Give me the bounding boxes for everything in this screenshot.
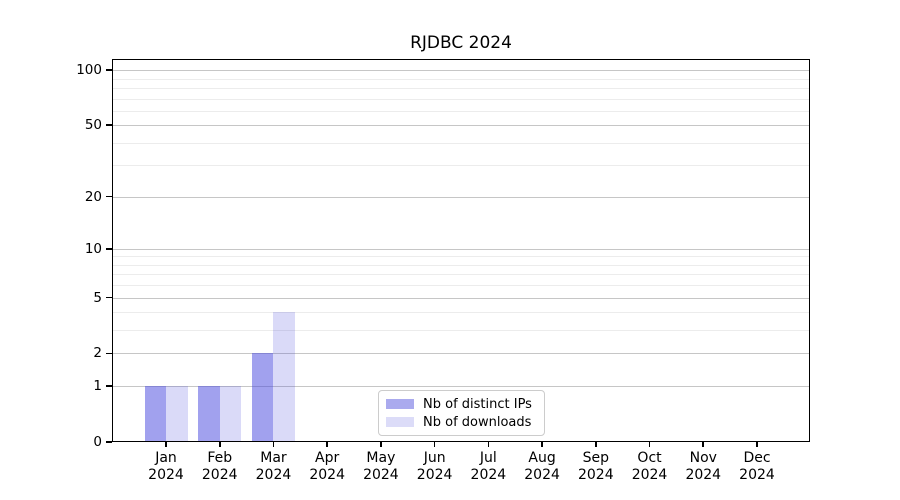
xtick-month-dec: Dec (743, 450, 771, 466)
bar-ips-feb (198, 386, 220, 442)
legend-item-distinct-ips: Nb of distinct IPs (386, 397, 537, 412)
ytick-label-2: 2 (93, 345, 102, 362)
gridline-major-100 (112, 70, 810, 72)
xtick-mark-jul (487, 442, 490, 447)
legend-item-downloads: Nb of downloads (386, 415, 537, 430)
xtick-label-nov: Nov 2024 (676, 450, 730, 484)
ytick-label-100: 100 (76, 62, 102, 79)
bar-ips-jan (144, 386, 166, 442)
xtick-month-nov: Nov (689, 450, 717, 466)
xtick-year-jan: 2024 (148, 467, 184, 483)
ytick-mark-0 (106, 441, 112, 443)
xtick-mark-aug (541, 442, 543, 447)
xtick-mark-dec (756, 442, 758, 447)
xtick-mark-may (380, 442, 382, 447)
xtick-year-oct: 2024 (631, 467, 668, 483)
ytick-mark-20 (106, 195, 112, 198)
gridline-minor-60 (112, 110, 810, 112)
xtick-month-oct: Oct (637, 450, 662, 466)
xtick-label-jul: Jul 2024 (461, 450, 515, 484)
xtick-mark-mar (272, 442, 275, 447)
xtick-year-may: 2024 (363, 467, 399, 483)
ytick-label-20: 20 (84, 188, 102, 205)
xtick-month-jan: Jan (155, 450, 177, 466)
xtick-year-jun: 2024 (416, 467, 453, 483)
xtick-year-aug: 2024 (524, 467, 560, 483)
xtick-month-jul: Jul (479, 450, 497, 466)
gridline-minor-30 (112, 165, 810, 167)
xtick-year-apr: 2024 (309, 467, 345, 483)
gridline-minor-8 (112, 264, 810, 266)
xtick-year-nov: 2024 (685, 467, 722, 483)
xtick-label-may: May 2024 (354, 450, 408, 484)
gridline-major-50 (112, 125, 810, 127)
xtick-year-dec: 2024 (739, 467, 775, 483)
xtick-label-mar: Mar 2024 (246, 450, 300, 484)
ytick-mark-2 (106, 352, 112, 355)
xtick-label-dec: Dec 2024 (730, 450, 784, 484)
ytick-mark-10 (106, 247, 112, 250)
bar-downloads-mar (273, 312, 295, 442)
gridline-minor-9 (112, 256, 810, 258)
xtick-month-may: May (366, 450, 396, 466)
bar-downloads-jan (166, 386, 188, 442)
xtick-month-aug: Aug (528, 450, 556, 466)
gridline-minor-90 (112, 78, 810, 80)
xtick-label-apr: Apr 2024 (300, 450, 354, 484)
ytick-label-0: 0 (93, 434, 102, 450)
xtick-label-feb: Feb 2024 (193, 450, 247, 484)
legend-label-distinct-ips: Nb of distinct IPs (423, 396, 532, 412)
ytick-mark-5 (106, 296, 112, 299)
xtick-mark-nov (702, 442, 705, 447)
gridline-major-20 (112, 196, 810, 198)
xtick-month-jun: Jun (423, 450, 446, 466)
gridline-major-2 (112, 353, 810, 355)
xtick-mark-feb (218, 442, 221, 447)
ytick-label-5: 5 (93, 289, 102, 306)
xtick-month-apr: Apr (315, 450, 340, 466)
legend: Nb of distinct IPs Nb of downloads (378, 390, 545, 436)
ytick-label-50: 50 (84, 117, 102, 134)
xtick-mark-jun (433, 442, 436, 447)
legend-label-downloads: Nb of downloads (423, 414, 532, 430)
ytick-label-1: 1 (93, 378, 102, 395)
xtick-mark-apr (326, 442, 328, 447)
ytick-mark-50 (106, 124, 112, 126)
gridline-major-1 (112, 386, 810, 388)
bar-downloads-feb (219, 386, 242, 442)
gridline-major-10 (112, 248, 810, 250)
xtick-label-sep: Sep 2024 (569, 450, 623, 484)
gridline-minor-40 (112, 142, 810, 144)
legend-swatch-distinct-ips (386, 398, 414, 410)
bar-ips-mar (251, 353, 274, 442)
xtick-year-feb: 2024 (201, 467, 238, 483)
xtick-mark-sep (595, 442, 597, 447)
xtick-mark-jan (165, 442, 167, 447)
ytick-mark-1 (106, 385, 112, 387)
xtick-month-feb: Feb (207, 450, 233, 466)
gridline-major-5 (112, 297, 810, 299)
xtick-month-mar: Mar (260, 450, 287, 466)
xtick-label-jun: Jun 2024 (408, 450, 462, 484)
xtick-label-jan: Jan 2024 (139, 450, 193, 484)
xtick-month-sep: Sep (582, 450, 609, 466)
gridline-minor-4 (112, 312, 810, 314)
xtick-label-aug: Aug 2024 (515, 450, 569, 484)
gridline-minor-7 (112, 274, 810, 276)
gridline-minor-6 (112, 285, 810, 287)
xtick-year-mar: 2024 (255, 467, 292, 483)
xtick-year-jul: 2024 (470, 467, 507, 483)
xtick-mark-oct (648, 442, 651, 447)
chart-title: RJDBC 2024 (410, 33, 512, 53)
ytick-mark-100 (106, 69, 112, 71)
gridline-minor-70 (112, 98, 810, 100)
gridline-minor-80 (112, 87, 810, 89)
xtick-year-sep: 2024 (577, 467, 614, 483)
ytick-label-10: 10 (84, 240, 102, 257)
xtick-label-oct: Oct 2024 (623, 450, 677, 484)
gridline-minor-3 (112, 330, 810, 332)
legend-swatch-downloads (386, 416, 414, 428)
plot-area (112, 59, 810, 442)
